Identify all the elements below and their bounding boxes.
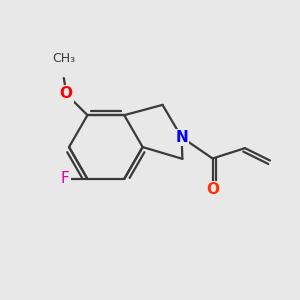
Text: CH₃: CH₃ [52, 52, 75, 65]
Text: N: N [175, 130, 188, 145]
Text: F: F [61, 171, 70, 186]
Text: O: O [206, 182, 219, 197]
Text: O: O [60, 86, 73, 101]
